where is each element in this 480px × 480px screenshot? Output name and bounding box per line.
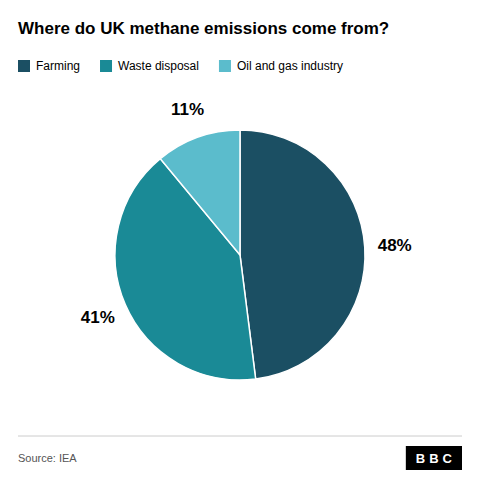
legend-swatch: [100, 60, 112, 72]
pie-slice: [240, 130, 365, 379]
legend-label: Oil and gas industry: [237, 59, 343, 73]
footer-rule: [18, 436, 462, 437]
logo: BBC: [406, 446, 462, 470]
pie-slice: [160, 130, 240, 255]
legend-swatch: [219, 60, 231, 72]
pie: [115, 130, 365, 380]
data-label: 41%: [81, 308, 115, 327]
logo-box: [406, 446, 462, 470]
legend-item: Farming: [18, 59, 80, 73]
legend-label: Waste disposal: [118, 59, 199, 73]
legend-item: Waste disposal: [100, 59, 199, 73]
legend-swatch: [18, 60, 30, 72]
logo-text: BBC: [416, 451, 456, 466]
title: Where do UK methane emissions come from?: [18, 19, 389, 38]
legend: Farming Waste disposal Oil and gas industr…: [18, 59, 343, 73]
source: Source: IEA: [18, 452, 77, 464]
data-labels: 48% 41% 11%: [81, 100, 412, 326]
data-label: 11%: [171, 100, 204, 119]
legend-item: Oil and gas industry: [219, 59, 343, 73]
legend-label: Farming: [36, 59, 80, 73]
chart: Where do UK methane emissions come from?…: [0, 0, 480, 480]
data-label: 48%: [378, 236, 412, 255]
